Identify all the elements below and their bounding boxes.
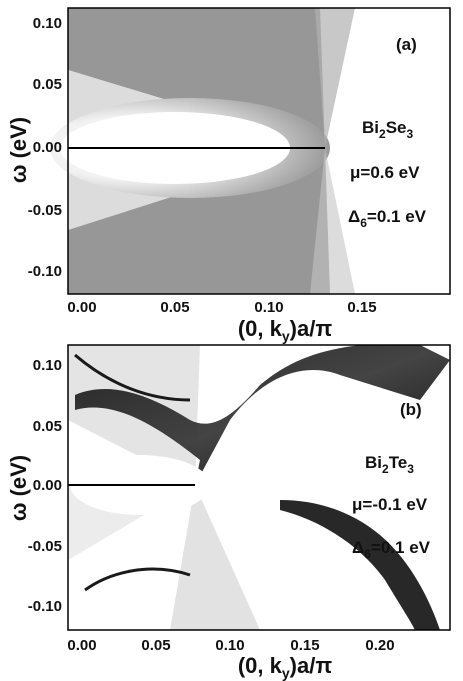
panel-a-mu: μ=0.6 eV [350, 163, 420, 182]
panel-b-xlabel: (0, ky)a/π [238, 653, 333, 681]
panel-b-ytick: -0.10 [28, 598, 62, 615]
panel-b-frame [67, 344, 451, 631]
panel-a-ytick: -0.05 [28, 202, 62, 219]
panel-a-xtick: 0.10 [254, 299, 283, 316]
panel-b-label: (b) [400, 400, 422, 419]
panel-a-ytick: -0.10 [28, 263, 62, 280]
panel-a-delta: Δ6=0.1 eV [348, 207, 427, 230]
panel-a-ylabel: ω (eV) [6, 117, 31, 183]
panel-a-xticks: 0.00 0.05 0.10 0.15 [67, 299, 376, 316]
panel-b-ytick: -0.05 [28, 538, 62, 555]
panel-a-xtick: 0.00 [67, 299, 96, 316]
panel-b-delta: Δ6=0.1 eV [352, 538, 431, 561]
panel-a-ytick: 0.05 [33, 76, 62, 93]
panel-a-xlabel: (0, ky)a/π [238, 316, 333, 344]
panel-b-material: Bi2Te3 [365, 453, 414, 476]
panel-a: 0.10 0.05 0.00 -0.05 -0.10 0.00 0.05 0.1… [6, 7, 451, 344]
panel-a-label: (a) [396, 35, 417, 54]
panel-b-ytick: 0.00 [33, 477, 62, 494]
panel-a-xtick: 0.15 [347, 299, 376, 316]
panel-a-frame [67, 7, 451, 295]
panel-a-heatmap [50, 8, 450, 294]
panel-b-heatmap [68, 345, 450, 630]
panel-a-xtick: 0.05 [160, 299, 189, 316]
panel-b-ytick: 0.05 [33, 418, 62, 435]
panel-b-ytick: 0.10 [33, 357, 62, 374]
panel-b-xtick: 0.10 [215, 637, 244, 654]
panel-a-ytick: 0.00 [33, 139, 62, 156]
panel-a-ytick: 0.10 [33, 15, 62, 32]
panel-b-xtick: 0.20 [365, 637, 394, 654]
panel-b-xticks: 0.00 0.05 0.10 0.15 0.20 [67, 637, 394, 654]
panel-a-yticks: 0.10 0.05 0.00 -0.05 -0.10 [28, 15, 62, 280]
panel-b-mu: μ=-0.1 eV [352, 495, 428, 514]
panel-b-xtick: 0.00 [67, 637, 96, 654]
panel-b-xtick: 0.05 [141, 637, 170, 654]
panel-b-ylabel: ω (eV) [6, 455, 31, 521]
panel-b: 0.10 0.05 0.00 -0.05 -0.10 0.00 0.05 0.1… [6, 344, 451, 681]
panel-a-material: Bi2Se3 [362, 118, 413, 141]
panel-b-yticks: 0.10 0.05 0.00 -0.05 -0.10 [28, 357, 62, 615]
panel-b-xtick: 0.15 [290, 637, 319, 654]
